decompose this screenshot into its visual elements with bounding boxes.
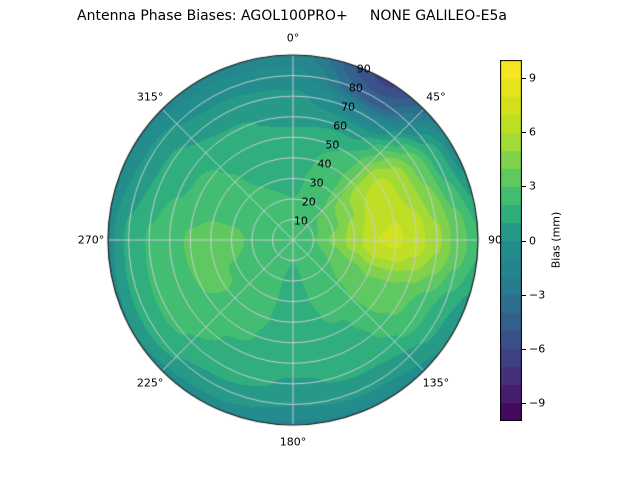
colorbar-tick: [522, 132, 526, 134]
colorbar-tick-label: 3: [529, 179, 536, 193]
radial-tick-label: 70: [341, 100, 356, 114]
colorbar-tick: [522, 186, 526, 188]
radial-tick-label: 80: [348, 81, 363, 95]
colorbar-axis-label: Bias (mm): [549, 211, 563, 269]
angular-tick-label: 270°: [77, 233, 105, 247]
angular-tick-label: 45°: [426, 90, 446, 104]
radial-tick-label: 10: [293, 214, 308, 228]
colorbar-tick-label: 6: [529, 125, 536, 139]
colorbar-tick-label: −3: [529, 288, 546, 302]
radial-tick-label: 90: [356, 62, 371, 76]
colorbar: [500, 60, 522, 421]
angular-tick-label: 180°: [279, 435, 307, 449]
colorbar-tick-label: 0: [529, 234, 536, 247]
radial-tick-label: 60: [333, 119, 348, 133]
angular-tick-label: 225°: [136, 376, 164, 390]
colorbar-tick: [522, 348, 526, 350]
radial-tick-label: 30: [309, 176, 324, 190]
radial-tick-label: 50: [325, 138, 340, 152]
angular-tick-label: 0°: [286, 31, 300, 45]
colorbar-tick-label: −6: [529, 342, 546, 356]
colorbar-tick: [522, 78, 526, 80]
angular-tick-label: 90: [488, 233, 502, 247]
colorbar-tick: [522, 294, 526, 296]
colorbar-tick-label: 9: [529, 71, 536, 85]
radial-tick-label: 20: [301, 195, 316, 209]
colorbar-tick: [522, 240, 526, 242]
colorbar-tick: [522, 402, 526, 404]
angular-tick-label: 135°: [422, 376, 450, 390]
angular-tick-label: 315°: [136, 90, 164, 104]
radial-tick-label: 40: [317, 157, 332, 171]
colorbar-tick-label: −9: [529, 396, 546, 410]
